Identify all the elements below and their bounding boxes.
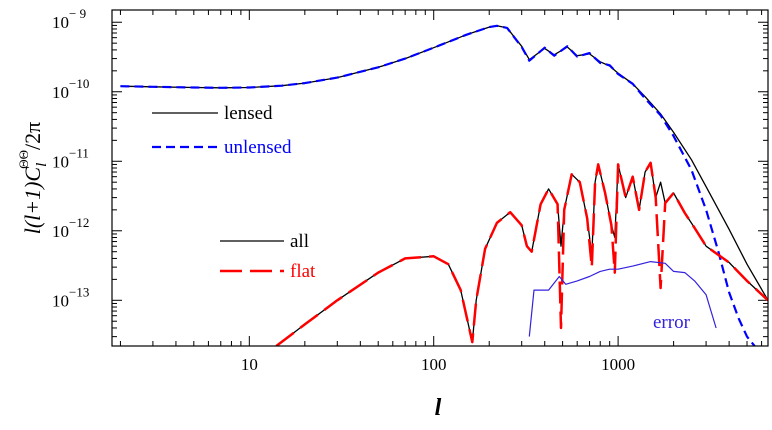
y-axis-title-main: l(l+1)C bbox=[20, 167, 45, 235]
y-axis-title: l(l+1)ClΘΘ/2π bbox=[16, 122, 50, 235]
legend-label-all: all bbox=[290, 231, 309, 252]
x-tick-label: 10 bbox=[241, 355, 258, 374]
tick-labels: 10 100 1000 10− 9 10−10 10−11 10−12 10−13 bbox=[52, 6, 635, 374]
x-tick-label: 1000 bbox=[601, 355, 635, 374]
series-lensed-line bbox=[120, 25, 768, 301]
y-tick-label: 10− 9 bbox=[52, 6, 86, 32]
x-tick-label: 100 bbox=[421, 355, 447, 374]
svg-text:l(l+1)ClΘΘ/2π: l(l+1)ClΘΘ/2π bbox=[16, 122, 50, 235]
legend-label-lensed: lensed bbox=[224, 103, 273, 124]
legend-label-unlensed: unlensed bbox=[224, 137, 292, 158]
series-group bbox=[120, 24, 768, 346]
axis-ticks bbox=[112, 10, 768, 346]
series-flat-line bbox=[275, 161, 768, 346]
y-tick-label: 10−11 bbox=[52, 145, 89, 171]
y-axis-title-tail: /2π bbox=[20, 122, 45, 150]
y-tick-label: 10−13 bbox=[52, 284, 89, 310]
annotation-error: error bbox=[653, 312, 691, 333]
y-axis-title-sub: l bbox=[34, 163, 50, 167]
y-tick-label: 10−12 bbox=[52, 215, 89, 241]
plot-frame bbox=[111, 9, 769, 347]
series-unlensed-line bbox=[120, 24, 756, 346]
y-tick-label: 10−10 bbox=[52, 76, 89, 102]
y-axis-title-sup: ΘΘ bbox=[16, 150, 31, 169]
legend-label-flat: flat bbox=[290, 261, 316, 282]
series-all-line bbox=[275, 162, 768, 346]
series-error-line bbox=[528, 261, 717, 337]
x-axis-title: l bbox=[435, 395, 442, 421]
